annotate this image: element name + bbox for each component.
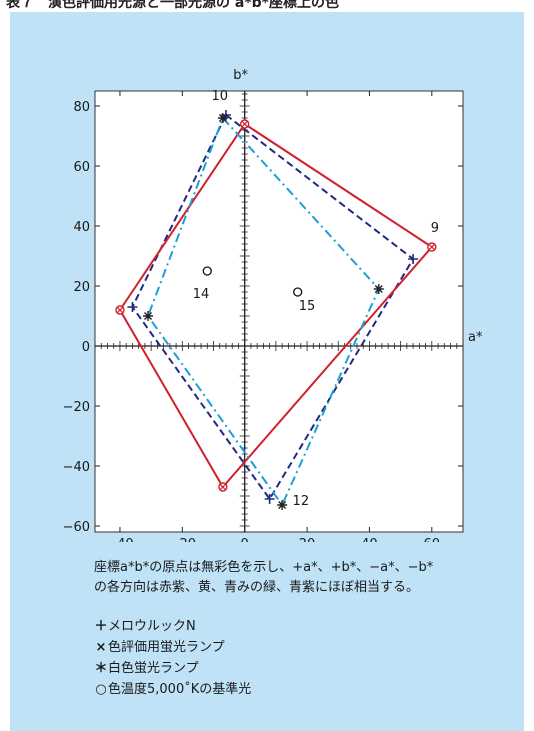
point-marker-plus <box>408 254 419 264</box>
legend-item-white-lamp: ＊白色蛍光ランプ <box>94 657 199 676</box>
y-tick-label: 60 <box>73 160 90 175</box>
y-tick-label: −60 <box>63 520 90 535</box>
caption-line-1: 座標a*b*の原点は無彩色を示し、+a*、+b*、−a*、−b* <box>94 560 434 575</box>
plus-icon: ＋ <box>94 619 108 634</box>
legend-item-mellowlook: ＋メロウルックN <box>94 615 196 634</box>
series-outline-2 <box>146 116 380 508</box>
point-marker-x <box>219 483 227 491</box>
x-tick-label: 40 <box>361 537 378 542</box>
legend-item-evaluation-lamp: × 色評価用蛍光ランプ <box>94 636 225 655</box>
header-text-label: 表７ 演色評価用光源と一部光源の a*b*座標上の色 <box>6 0 339 11</box>
plot-area <box>94 90 464 533</box>
point-marker-circle <box>202 266 212 276</box>
point-label: 12 <box>293 494 310 509</box>
point-marker-asterisk <box>217 113 228 123</box>
x-tick-label: 60 <box>424 537 441 542</box>
caption-line-2: の各方向は赤紫、黄、青みの緑、青紫にほぼ相当する。 <box>94 580 420 595</box>
y-tick-label: 0 <box>82 340 90 355</box>
legend-label: 色温度5,000˚Kの基準光 <box>108 682 252 697</box>
point-marker-circle <box>293 287 303 297</box>
series-outline-0 <box>131 113 415 501</box>
y-tick-label: 20 <box>73 280 90 295</box>
x-tick-label: −20 <box>169 537 196 542</box>
y-tick-label: −20 <box>63 400 90 415</box>
point-marker-asterisk <box>373 284 384 294</box>
point-label: 15 <box>299 299 316 314</box>
legend-item-reference-light: ○色温度5,000˚Kの基準光 <box>94 678 251 697</box>
legend-label: 白色蛍光ランプ <box>108 661 199 676</box>
y-axis-label: b* <box>233 68 248 83</box>
point-marker-asterisk <box>143 311 154 321</box>
point-marker-plus <box>127 302 138 312</box>
point-marker-x <box>241 120 248 128</box>
cross-icon: × <box>95 640 107 655</box>
y-tick-label: 40 <box>73 220 90 235</box>
y-tick-label: −40 <box>63 460 90 475</box>
figure-panel: −40 −20 0 20 40 60 −60 −40 −20 0 20 40 60 80 b* a* 10 9 14… <box>10 12 524 731</box>
point-label: 14 <box>193 287 210 302</box>
point-label: 9 <box>431 221 439 236</box>
y-tick-label: 80 <box>73 100 90 115</box>
x-tick-label: 0 <box>241 537 249 542</box>
x-axis-label: a* <box>468 330 483 345</box>
point-marker-x <box>116 306 124 314</box>
x-tick-label: −40 <box>106 537 133 542</box>
legend-label: メロウルックN <box>108 619 196 634</box>
chart: −40 −20 0 20 40 60 −60 −40 −20 0 20 40 60 80 b* a* 10 9 14… <box>63 68 483 542</box>
circle-icon: ○ <box>95 682 107 697</box>
header-text: 表７ 演色評価用光源と一部光源の a*b*座標上の色 <box>0 0 534 12</box>
point-marker-plus <box>264 494 275 504</box>
point-label: 10 <box>211 89 228 104</box>
asterisk-icon: ＊ <box>94 661 108 676</box>
x-tick-label: 20 <box>299 537 316 542</box>
point-marker-asterisk <box>277 500 288 510</box>
point-marker-x <box>428 243 436 251</box>
legend-label: 色評価用蛍光ランプ <box>108 640 225 655</box>
